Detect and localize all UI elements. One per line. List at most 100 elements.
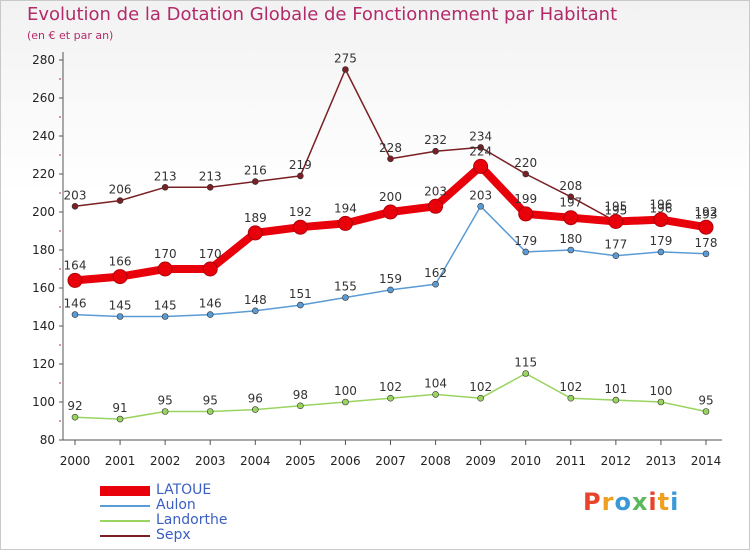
data-point-sepx xyxy=(71,203,79,210)
data-label-latoue: 192 xyxy=(695,205,718,219)
data-point-landorthe xyxy=(71,413,79,421)
data-label-latoue: 199 xyxy=(514,192,537,206)
data-point-aulon xyxy=(477,203,484,210)
data-point-landorthe xyxy=(342,398,349,406)
data-point-sepx xyxy=(477,144,484,151)
y-tick-label: 200 xyxy=(32,205,55,219)
data-label-aulon: 180 xyxy=(559,232,582,246)
x-tick-label: 2004 xyxy=(240,454,271,468)
data-point-latoue xyxy=(383,204,398,220)
proxiti-logo: Proxiti xyxy=(583,488,679,516)
data-label-landorthe: 102 xyxy=(469,380,492,394)
data-point-latoue xyxy=(428,198,444,214)
data-point-aulon xyxy=(387,286,394,294)
data-label-sepx: 216 xyxy=(244,164,267,178)
data-point-sepx xyxy=(161,184,169,191)
data-point-latoue xyxy=(112,269,128,285)
logo-letter: P xyxy=(583,488,602,516)
x-tick-label: 2002 xyxy=(150,454,181,468)
y-tick-label: 260 xyxy=(32,91,55,105)
data-point-landorthe xyxy=(567,394,575,402)
data-label-landorthe: 104 xyxy=(424,376,447,390)
data-label-latoue: 189 xyxy=(244,211,267,225)
data-label-latoue: 170 xyxy=(154,247,177,261)
data-label-landorthe: 98 xyxy=(293,388,308,402)
data-label-aulon: 177 xyxy=(604,238,627,252)
x-tick-label: 2013 xyxy=(646,454,677,468)
y-tick-label: 280 xyxy=(32,53,55,67)
data-label-aulon: 145 xyxy=(109,299,132,313)
data-point-sepx xyxy=(297,172,304,180)
data-label-sepx: 206 xyxy=(109,183,132,197)
data-point-aulon xyxy=(251,307,259,315)
data-label-latoue: 197 xyxy=(559,196,582,210)
data-point-latoue xyxy=(157,261,173,277)
data-label-latoue: 203 xyxy=(424,184,447,198)
legend-label: LATOUE xyxy=(156,482,212,498)
legend-swatch xyxy=(100,505,150,507)
chart-title: Evolution de la Dotation Globale de Fonc… xyxy=(27,4,618,25)
data-label-sepx: 220 xyxy=(514,156,537,170)
data-point-sepx xyxy=(251,178,259,185)
data-label-sepx: 208 xyxy=(559,179,582,193)
data-label-sepx: 196 xyxy=(649,202,672,216)
data-label-latoue: 194 xyxy=(334,201,357,215)
data-label-latoue: 196 xyxy=(649,198,672,212)
data-label-latoue: 170 xyxy=(199,247,222,261)
data-point-aulon xyxy=(71,311,79,318)
data-point-latoue xyxy=(247,225,263,241)
data-label-landorthe: 102 xyxy=(559,380,582,394)
data-label-aulon: 155 xyxy=(334,280,357,294)
data-label-landorthe: 91 xyxy=(112,401,127,415)
data-point-aulon xyxy=(612,252,620,259)
data-label-aulon: 179 xyxy=(649,234,672,248)
data-point-sepx xyxy=(206,184,214,191)
data-label-sepx: 193 xyxy=(695,207,718,221)
data-label-aulon: 159 xyxy=(379,272,402,286)
data-point-latoue xyxy=(473,158,489,174)
y-tick-label: 180 xyxy=(32,243,55,257)
data-label-landorthe: 92 xyxy=(67,399,82,413)
y-tick-label: 80 xyxy=(40,433,55,447)
data-point-aulon xyxy=(522,248,530,256)
x-tick-label: 2001 xyxy=(105,454,136,468)
x-tick-label: 2007 xyxy=(375,454,406,468)
data-label-landorthe: 95 xyxy=(203,394,218,408)
x-tick-label: 2009 xyxy=(465,454,496,468)
data-point-latoue xyxy=(563,210,579,226)
data-point-sepx xyxy=(387,155,394,163)
data-point-latoue xyxy=(337,215,353,231)
x-tick-label: 2011 xyxy=(556,454,587,468)
logo-letter: i xyxy=(648,488,658,516)
data-point-landorthe xyxy=(161,408,169,415)
data-point-landorthe xyxy=(612,396,620,404)
data-point-landorthe xyxy=(702,408,710,415)
chart-subtitle: (en € et par an) xyxy=(27,29,114,42)
data-point-aulon xyxy=(567,246,575,254)
data-label-aulon: 146 xyxy=(64,297,87,311)
data-label-sepx: 203 xyxy=(64,188,87,202)
data-label-aulon: 179 xyxy=(514,234,537,248)
data-label-sepx: 275 xyxy=(334,52,357,66)
y-tick-label: 220 xyxy=(32,167,55,181)
data-point-sepx xyxy=(432,147,439,155)
data-label-sepx: 228 xyxy=(379,141,402,155)
data-label-latoue: 166 xyxy=(109,255,132,269)
data-point-latoue xyxy=(518,206,534,222)
data-point-latoue xyxy=(608,214,624,229)
data-point-aulon xyxy=(657,248,665,256)
logo-letter: o xyxy=(614,488,632,516)
data-label-landorthe: 96 xyxy=(248,392,263,406)
data-point-landorthe xyxy=(387,394,394,402)
x-tick-label: 2003 xyxy=(195,454,226,468)
data-point-sepx xyxy=(567,193,575,201)
data-point-aulon xyxy=(206,311,214,318)
data-point-landorthe xyxy=(477,394,484,402)
legend-label: Landorthe xyxy=(156,512,228,528)
data-label-aulon: 151 xyxy=(289,287,312,301)
logo-letter: t xyxy=(657,488,671,516)
y-tick-label: 240 xyxy=(32,129,55,143)
data-point-landorthe xyxy=(297,402,304,410)
y-tick-label: 160 xyxy=(32,281,55,295)
data-label-landorthe: 101 xyxy=(604,382,627,396)
